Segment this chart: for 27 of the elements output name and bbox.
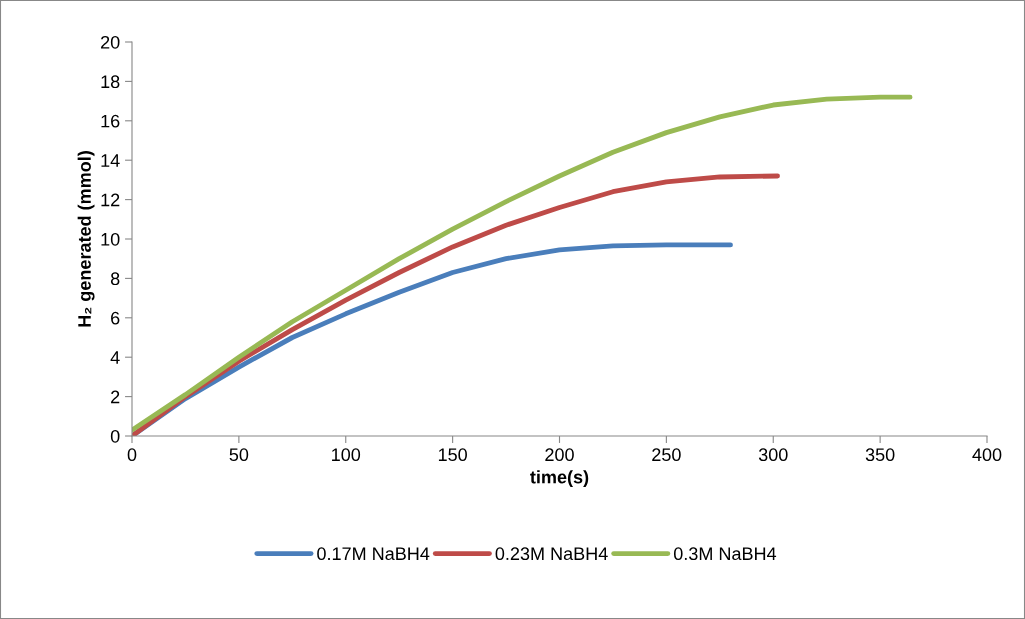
y-tick-label: 12 [101, 193, 120, 207]
x-tick-label: 350 [865, 448, 895, 462]
y-tick-label: 10 [101, 232, 120, 246]
y-tick-label: 18 [101, 75, 120, 89]
x-tick-label: 150 [438, 448, 467, 462]
line-series [132, 173, 780, 436]
x-tick-label: 100 [332, 448, 361, 462]
y-tick-label: 16 [101, 114, 120, 128]
y-tick-label: 4 [110, 351, 120, 364]
x-tick-label: 300 [758, 448, 788, 462]
y-tick-label: 20 [101, 35, 120, 49]
x-tick-label: 250 [652, 448, 681, 462]
y-tick-label: 6 [111, 311, 120, 325]
x-tick-label: 400 [972, 448, 1002, 462]
y-tick-label: 8 [110, 272, 120, 286]
x-tick-label: 50 [229, 448, 249, 462]
legend-label: 0.23M NaBH4 [495, 547, 608, 561]
x-tick-label: 0 [127, 448, 137, 462]
legend-label: 0.17M NaBH4 [317, 547, 430, 561]
y-tick-label: 0 [110, 429, 120, 443]
y-tick-label: 14 [101, 154, 120, 167]
line-series [132, 94, 913, 433]
y-axis-title: H₂ generated (mmol) [77, 151, 95, 327]
y-tick-label: 2 [111, 390, 120, 404]
legend-label: 0.3M NaBH4 [673, 547, 777, 561]
x-axis-title: time(s) [530, 470, 589, 488]
x-tick-label: 200 [545, 448, 574, 462]
